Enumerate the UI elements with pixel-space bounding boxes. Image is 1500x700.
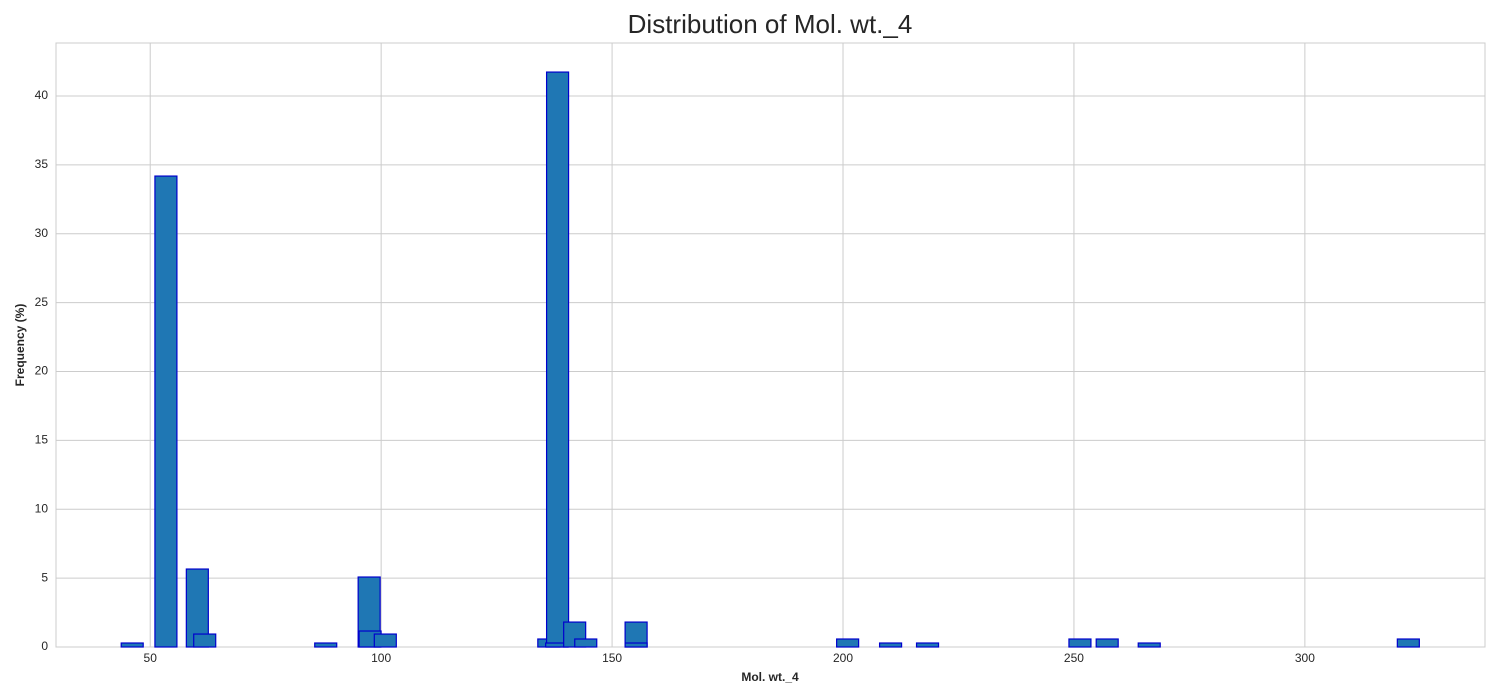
- x-tick-label: 50: [144, 651, 158, 665]
- y-tick-label: 25: [35, 295, 49, 309]
- x-tick-label: 300: [1295, 651, 1315, 665]
- bar: [836, 638, 860, 648]
- x-tick-label: 100: [371, 651, 391, 665]
- y-tick-label: 30: [35, 226, 49, 240]
- bar: [1396, 638, 1420, 648]
- bar: [120, 642, 144, 648]
- x-tick-label: 250: [1064, 651, 1084, 665]
- bar: [545, 71, 570, 648]
- bar: [1095, 638, 1119, 648]
- y-tick-label: 10: [35, 501, 49, 515]
- bar: [193, 633, 217, 648]
- x-tick-label: 200: [833, 651, 853, 665]
- y-tick-label: 40: [35, 88, 49, 102]
- bar: [878, 642, 903, 648]
- y-tick-label: 0: [41, 639, 48, 653]
- plot-frame: [55, 42, 1486, 648]
- bar: [1068, 638, 1092, 648]
- bar: [314, 642, 338, 648]
- bar: [915, 642, 940, 648]
- bar: [624, 642, 648, 648]
- y-axis-label: Frequency (%): [13, 304, 27, 387]
- chart-title: Distribution of Mol. wt._4: [628, 9, 913, 39]
- bar: [1137, 642, 1161, 648]
- x-axis-label: Mol. wt._4: [741, 670, 799, 684]
- y-tick-label: 15: [35, 433, 49, 447]
- bar: [154, 175, 178, 648]
- bar: [373, 633, 397, 648]
- y-tick-label: 35: [35, 157, 49, 171]
- bar: [574, 638, 598, 648]
- x-tick-label: 150: [602, 651, 622, 665]
- y-tick-label: 5: [41, 570, 48, 584]
- y-tick-label: 20: [35, 364, 49, 378]
